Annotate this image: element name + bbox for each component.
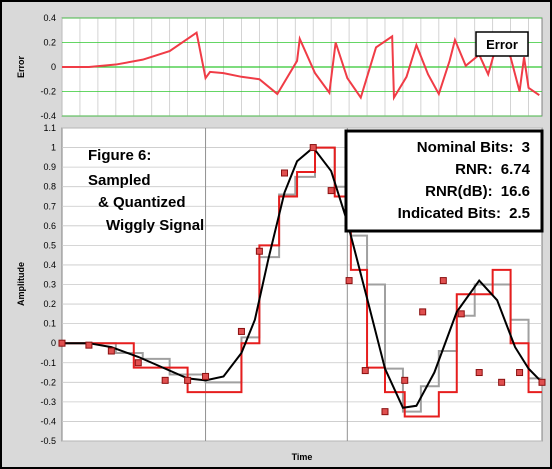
sample-marker [345,277,353,285]
stat-rnr: RNR: 6.74 [455,161,531,178]
error-legend-box [475,31,529,57]
signal-y-tick-label: 0.6 [43,221,56,231]
sample-marker [401,376,409,384]
sample-marker [161,376,169,384]
stat-nominal-bits: Nominal Bits: 3 [417,139,530,156]
stats-box-frame [344,129,544,233]
signal-y-tick-label: -0.3 [40,397,56,407]
sample-marker [538,378,546,386]
error-y-ticks: 0.4 0.2 0 -0.2 -0.4 [40,13,56,121]
signal-y-tick-label: 0.9 [43,162,56,172]
sample-marker [58,339,66,347]
sample-marker [202,372,210,380]
stats-box: Nominal Bits: 3 RNR: 6.74 RNR(dB): 16.6 … [344,129,544,233]
error-y-tick-label: -0.2 [40,87,56,97]
signal-y-tick-label: 1.1 [43,123,56,133]
sample-marker [134,359,142,367]
signal-y-tick-label: 0 [51,338,56,348]
sample-marker [184,376,192,384]
error-legend: Error [475,31,529,57]
signal-panel: 1.1 1 0.9 0.8 0.7 0.6 0.5 0.4 0.3 0.2 0.1 0 -0.1 -0.2… [16,123,546,462]
sample-marker [439,277,447,285]
sample-marker [381,408,389,416]
signal-y-axis-label: Amplitude [16,262,26,306]
signal-y-tick-label: 0.7 [43,201,56,211]
signal-y-tick-label: 0.2 [43,299,56,309]
stat-rnr-db-value: 16.6 [501,183,530,200]
error-y-tick-label: 0.4 [43,13,56,23]
stat-indicated-bits: Indicated Bits: 2.5 [398,205,530,222]
error-y-axis-label: Error [16,56,26,79]
sample-marker [237,327,245,335]
error-y-tick-label: 0 [51,62,56,72]
sample-marker [361,367,369,375]
signal-y-tick-label: 0.5 [43,240,56,250]
sample-marker [475,369,483,377]
sample-marker [516,369,524,377]
sample-marker [107,347,115,355]
stat-rnr-label: RNR: [455,161,493,178]
signal-y-tick-label: -0.2 [40,377,56,387]
sample-marker [327,187,335,195]
signal-y-ticks: 1.1 1 0.9 0.8 0.7 0.6 0.5 0.4 0.3 0.2 0.1 0 -0.1 -0.2… [40,123,56,446]
error-y-tick-label: 0.2 [43,38,56,48]
error-y-tick-label: -0.4 [40,111,56,121]
sample-marker [419,308,427,316]
caption-line-4: Wiggly Signal [106,217,204,234]
sample-marker [255,247,263,255]
signal-x-axis-label: Time [292,452,313,462]
stat-rnr-db: RNR(dB): 16.6 [425,183,530,200]
error-legend-label: Error [486,37,518,52]
stat-rnr-value: 6.74 [501,161,531,178]
signal-y-tick-label: 0.1 [43,319,56,329]
caption-line-2: Sampled [88,172,151,189]
figure-caption: Figure 6: Sampled & Quantized Wiggly Sig… [88,147,204,234]
caption-line-3: & Quantized [98,194,186,211]
stat-indicated-bits-value: 2.5 [509,205,530,222]
sample-marker [85,341,93,349]
stat-indicated-bits-label: Indicated Bits: [398,205,501,222]
sample-marker [309,144,317,152]
sample-marker [498,378,506,386]
sample-marker [457,310,465,318]
caption-line-1: Figure 6: [88,147,151,164]
signal-y-tick-label: 0.3 [43,280,56,290]
signal-y-tick-label: -0.4 [40,416,56,426]
signal-y-tick-label: -0.5 [40,436,56,446]
stat-nominal-bits-value: 3 [522,139,530,156]
stat-nominal-bits-label: Nominal Bits: [417,139,514,156]
sample-markers [58,144,546,416]
sample-marker [281,169,289,177]
signal-y-tick-label: 0.8 [43,182,56,192]
signal-y-tick-label: 1 [51,143,56,153]
signal-y-tick-label: -0.1 [40,358,56,368]
error-panel: 0.4 0.2 0 -0.2 -0.4 Error Error [16,13,543,121]
stat-rnr-db-label: RNR(dB): [425,183,492,200]
signal-y-tick-label: 0.4 [43,260,56,270]
